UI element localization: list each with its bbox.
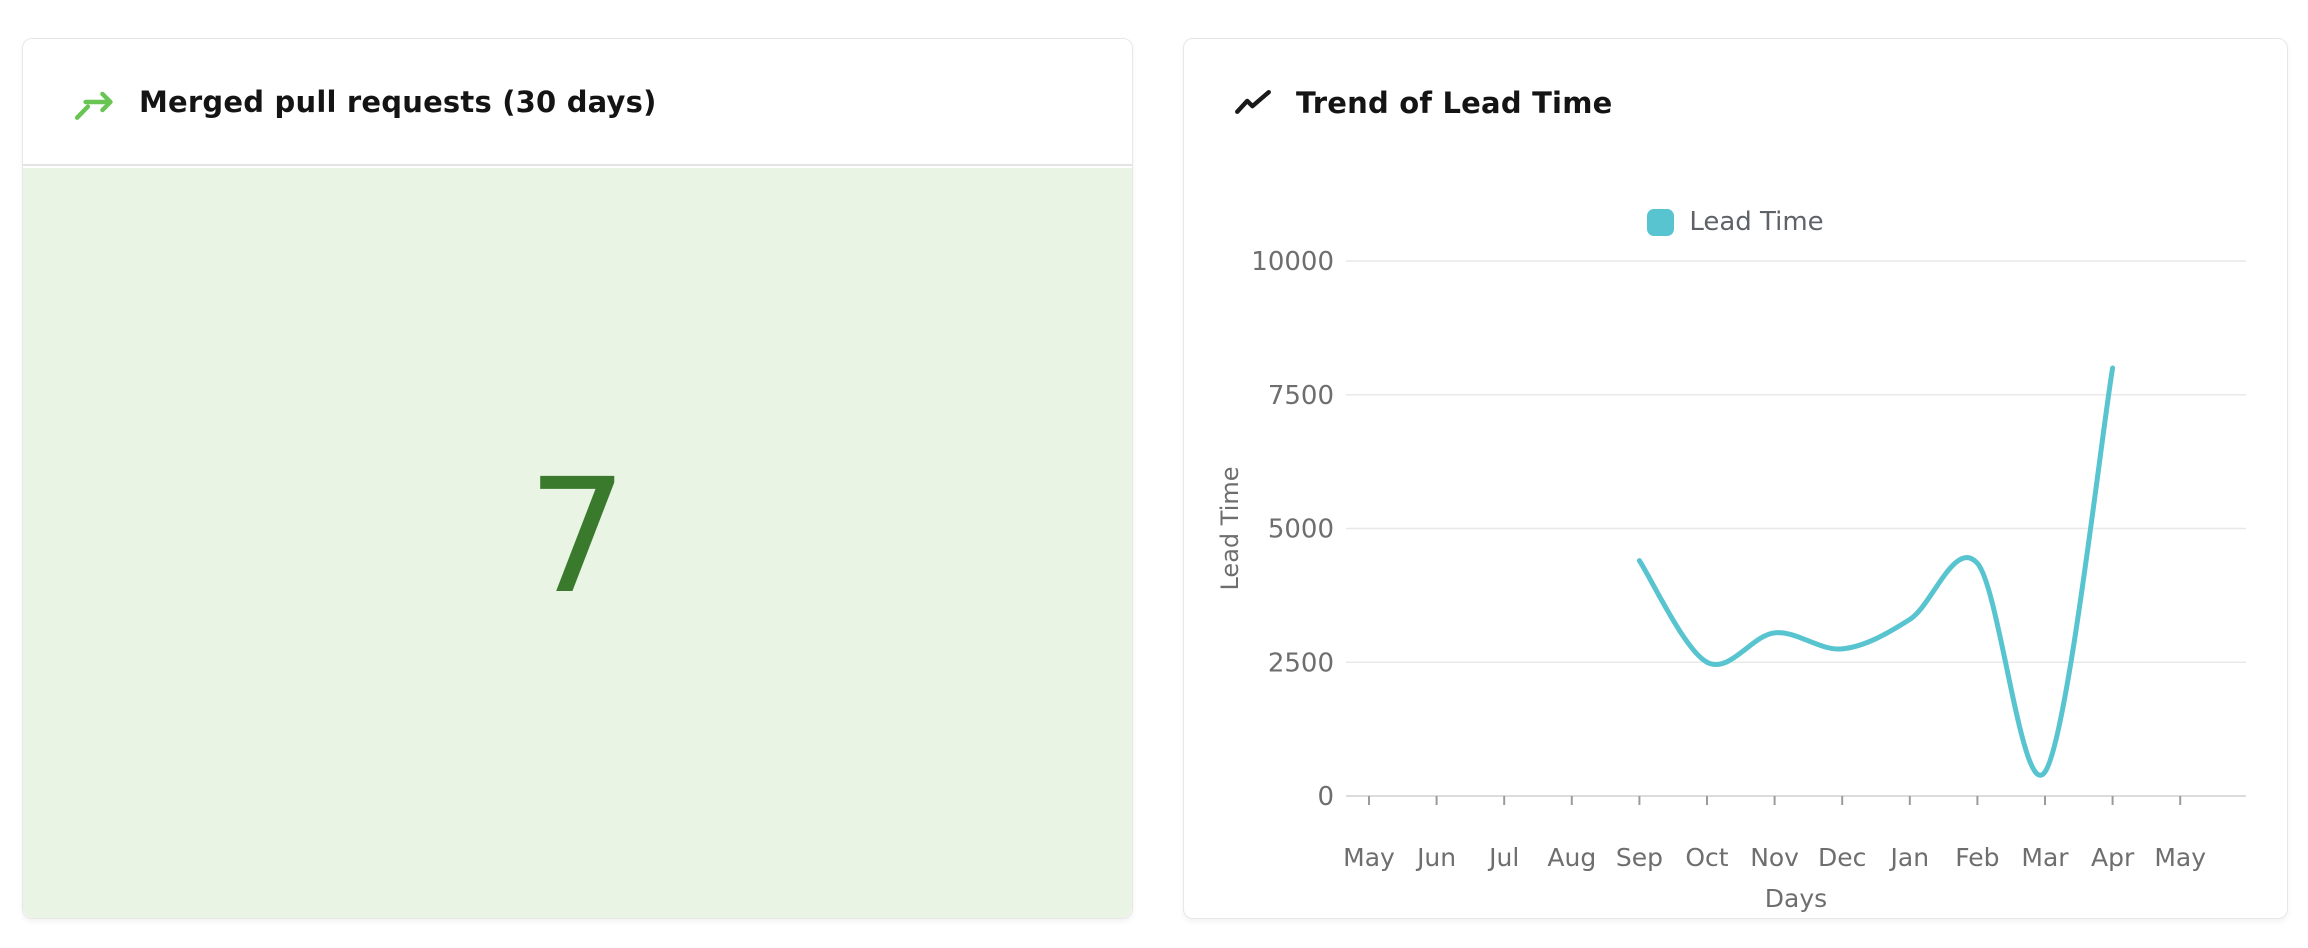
lead-time-title: Trend of Lead Time xyxy=(1296,85,1613,120)
svg-text:Jan: Jan xyxy=(1889,843,1930,872)
lead-time-panel: Trend of Lead Time Lead Time 0 2500 5000 75… xyxy=(1183,38,2288,919)
svg-text:Jul: Jul xyxy=(1487,843,1519,872)
svg-text:May: May xyxy=(2154,843,2206,872)
lead-time-chart: Lead Time 0 2500 5000 7500 10000 May Jun Jul Aug… xyxy=(1184,39,2287,918)
svg-text:7500: 7500 xyxy=(1268,381,1334,411)
legend-label: Lead Time xyxy=(1689,207,1824,237)
line-chart-canvas: 0 2500 5000 7500 10000 May Jun Jul Aug Sep Oct Nov D… xyxy=(1216,247,2246,913)
trending-up-icon xyxy=(1232,82,1274,124)
git-merge-arrow-icon xyxy=(71,79,117,125)
merged-pr-title: Merged pull requests (30 days) xyxy=(139,84,657,119)
svg-text:Sep: Sep xyxy=(1616,843,1663,872)
svg-text:Feb: Feb xyxy=(1955,843,1999,872)
svg-text:Nov: Nov xyxy=(1750,843,1799,872)
svg-text:May: May xyxy=(1343,843,1395,872)
svg-text:10000: 10000 xyxy=(1251,247,1334,277)
svg-text:Apr: Apr xyxy=(2091,843,2135,872)
svg-text:0: 0 xyxy=(1317,782,1334,812)
svg-text:2500: 2500 xyxy=(1268,648,1334,678)
svg-text:Mar: Mar xyxy=(2021,843,2069,872)
svg-text:5000: 5000 xyxy=(1268,515,1334,545)
merged-pr-stat-area: 7 xyxy=(23,168,1132,918)
svg-text:Aug: Aug xyxy=(1547,843,1596,872)
svg-text:Oct: Oct xyxy=(1685,843,1728,872)
legend-swatch xyxy=(1647,208,1675,236)
svg-text:Days: Days xyxy=(1765,884,1827,913)
svg-text:Dec: Dec xyxy=(1818,843,1866,872)
svg-text:Lead Time: Lead Time xyxy=(1216,466,1244,590)
lead-time-panel-header: Trend of Lead Time xyxy=(1184,39,2287,166)
merged-pr-panel-header: Merged pull requests (30 days) xyxy=(23,39,1132,166)
legend-item-lead-time[interactable]: Lead Time xyxy=(1647,207,1824,237)
merged-pr-panel: Merged pull requests (30 days) 7 xyxy=(22,38,1133,919)
svg-text:Jun: Jun xyxy=(1415,843,1456,872)
merged-pr-count: 7 xyxy=(527,445,628,629)
chart-legend: Lead Time xyxy=(1184,205,2287,239)
